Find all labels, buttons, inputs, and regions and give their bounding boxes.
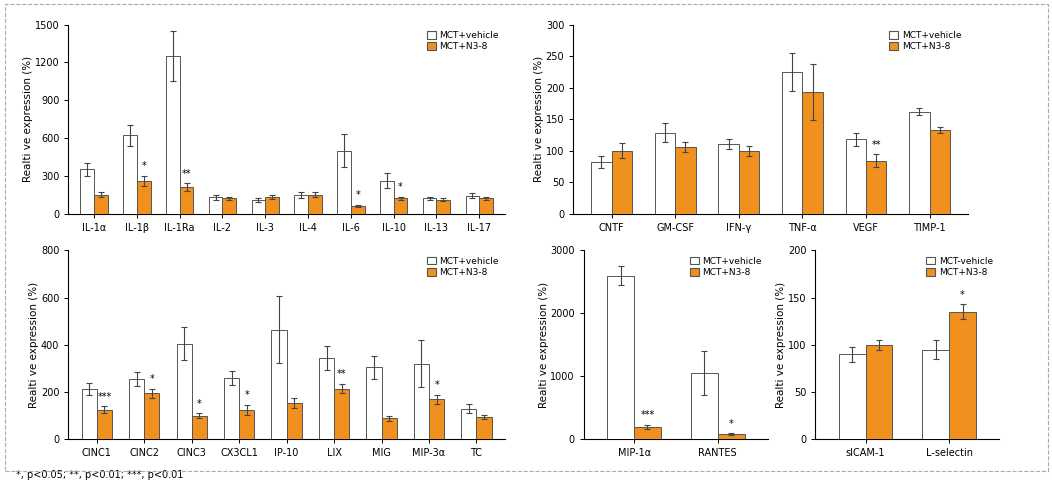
Text: *: *	[356, 190, 360, 200]
Bar	[382, 418, 397, 439]
Bar	[137, 181, 150, 214]
Bar	[335, 389, 349, 439]
Text: ***: ***	[98, 392, 112, 402]
Bar	[437, 200, 450, 214]
Bar	[634, 427, 661, 439]
Bar	[144, 393, 160, 439]
Text: *: *	[434, 380, 439, 390]
Text: *: *	[149, 374, 155, 384]
Bar	[129, 379, 144, 439]
Legend: MCT+vehicle, MCT+N3-8: MCT+vehicle, MCT+N3-8	[425, 255, 501, 279]
Bar	[366, 367, 382, 439]
Bar	[949, 312, 976, 439]
Bar	[177, 344, 191, 439]
Bar	[461, 409, 477, 439]
Text: *: *	[197, 399, 202, 409]
Bar	[866, 161, 887, 214]
Bar	[803, 92, 823, 214]
Bar	[654, 133, 675, 214]
Bar	[166, 56, 180, 214]
Bar	[208, 197, 222, 214]
Legend: MCT+vehicle, MCT+N3-8: MCT+vehicle, MCT+N3-8	[888, 29, 964, 53]
Bar	[80, 169, 94, 214]
Text: ***: ***	[641, 410, 654, 420]
Text: *: *	[244, 390, 249, 401]
Bar	[123, 136, 137, 214]
Bar	[930, 130, 950, 214]
Legend: MCT+vehicle, MCT+N3-8: MCT+vehicle, MCT+N3-8	[425, 29, 501, 53]
Bar	[94, 195, 107, 214]
Y-axis label: Realti ve expression (%): Realti ve expression (%)	[776, 282, 787, 408]
Bar	[319, 358, 335, 439]
Y-axis label: Realti ve expression (%): Realti ve expression (%)	[534, 56, 544, 182]
Text: **: **	[871, 139, 881, 150]
Legend: MCT+vehicle, MCT+N3-8: MCT+vehicle, MCT+N3-8	[688, 255, 764, 279]
Bar	[607, 275, 634, 439]
Text: **: **	[337, 369, 346, 379]
Text: *: *	[960, 290, 965, 300]
Bar	[286, 403, 302, 439]
Bar	[838, 355, 866, 439]
Bar	[413, 364, 429, 439]
Bar	[691, 373, 717, 439]
Bar	[308, 195, 322, 214]
Bar	[191, 416, 207, 439]
Bar	[295, 195, 308, 214]
Bar	[909, 111, 930, 214]
Bar	[97, 410, 112, 439]
Bar	[466, 196, 480, 214]
Bar	[480, 198, 493, 214]
Bar	[380, 181, 393, 214]
Bar	[782, 72, 803, 214]
Bar	[82, 389, 97, 439]
Bar	[180, 187, 194, 214]
Text: *, p<0.05; **, p<0.01; ***, p<0.01: *, p<0.05; **, p<0.01; ***, p<0.01	[16, 470, 183, 480]
Bar	[866, 345, 892, 439]
Text: *: *	[398, 182, 403, 192]
Bar	[265, 197, 279, 214]
Bar	[338, 151, 351, 214]
Bar	[611, 151, 632, 214]
Legend: MCT-vehicle, MCT+N3-8: MCT-vehicle, MCT+N3-8	[925, 255, 995, 279]
Bar	[251, 200, 265, 214]
Bar	[739, 151, 760, 214]
Bar	[923, 350, 949, 439]
Bar	[222, 198, 236, 214]
Bar	[271, 329, 286, 439]
Bar	[719, 144, 739, 214]
Y-axis label: Realti ve expression (%): Realti ve expression (%)	[539, 282, 549, 408]
Bar	[393, 198, 407, 214]
Bar	[477, 417, 491, 439]
Bar	[239, 410, 255, 439]
Text: *: *	[729, 419, 733, 429]
Bar	[224, 378, 239, 439]
Bar	[675, 147, 695, 214]
Bar	[351, 206, 365, 214]
Bar	[591, 162, 611, 214]
Text: *: *	[141, 161, 146, 171]
Bar	[717, 435, 745, 439]
Text: **: **	[182, 168, 191, 179]
Bar	[846, 139, 866, 214]
Y-axis label: Realti ve expression (%): Realti ve expression (%)	[23, 56, 34, 182]
Bar	[423, 198, 437, 214]
Bar	[429, 399, 444, 439]
Y-axis label: Realti ve expression (%): Realti ve expression (%)	[29, 282, 40, 408]
